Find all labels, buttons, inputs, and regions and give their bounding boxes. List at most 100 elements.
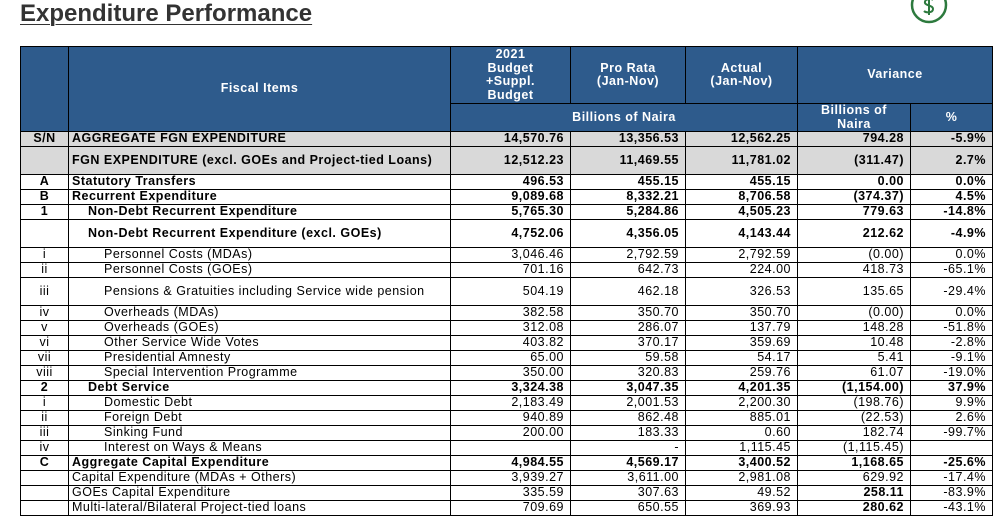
serial-cell: i: [20, 247, 69, 263]
value-cell: 3,611.00: [570, 470, 686, 486]
value-cell: 0.00: [797, 174, 911, 190]
table-row: 2 Debt Service 3,324.38 3,047.35 4,201.35 (1,…: [20, 380, 993, 396]
item-cell: Sinking Fund: [68, 425, 451, 441]
value-cell: -43.1%: [910, 500, 993, 516]
value-cell: 320.83: [570, 365, 686, 381]
value-cell: -2.8%: [910, 335, 993, 351]
value-cell: 3,046.46: [450, 247, 571, 263]
value-cell: 4.5%: [910, 189, 993, 205]
item-cell: Foreign Debt: [68, 410, 451, 426]
table-row: A Statutory Transfers 496.53 455.15 455.15 0.…: [20, 174, 993, 190]
header-cell: 2021 Budget +Suppl. Budget: [450, 46, 571, 104]
serial-cell: iii: [20, 425, 69, 441]
value-cell: 2,183.49: [450, 395, 571, 411]
serial-cell: v: [20, 320, 69, 336]
value-cell: 794.28: [797, 131, 911, 147]
value-cell: 4,143.44: [685, 219, 798, 248]
item-cell: Domestic Debt: [68, 395, 451, 411]
item-cell: Multi-lateral/Bilateral Project-tied loa…: [68, 500, 451, 516]
table-row: iv Interest on Ways & Means -1,115.45 (1,11…: [20, 440, 993, 456]
value-cell: -: [570, 440, 686, 456]
item-cell: GOEs Capital Expenditure: [68, 485, 451, 501]
value-cell: -99.7%: [910, 425, 993, 441]
currency-icon: [910, 0, 948, 24]
serial-cell: iii: [20, 277, 69, 306]
value-cell: (0.00): [797, 247, 911, 263]
value-cell: 418.73: [797, 262, 911, 278]
item-cell: Debt Service: [68, 380, 451, 396]
value-cell: -5.9%: [910, 131, 993, 147]
value-cell: 779.63: [797, 204, 911, 220]
value-cell: 2,200.30: [685, 395, 798, 411]
value-cell: -65.1%: [910, 262, 993, 278]
value-cell: 4,752.06: [450, 219, 571, 248]
value-cell: 259.76: [685, 365, 798, 381]
header-cell: Actual (Jan-Nov): [685, 46, 798, 104]
value-cell: (311.47): [797, 146, 911, 175]
table-row: S/N AGGREGATE FGN EXPENDITURE 14,570.76 13,…: [20, 131, 993, 147]
value-cell: 13,356.53: [570, 131, 686, 147]
value-cell: 4,569.17: [570, 455, 686, 471]
value-cell: 11,469.55: [570, 146, 686, 175]
value-cell: -9.1%: [910, 350, 993, 366]
value-cell: 0.0%: [910, 305, 993, 321]
table-row: FGN EXPENDITURE (excl. GOEs and Project-…: [20, 146, 993, 175]
value-cell: -25.6%: [910, 455, 993, 471]
serial-cell: iv: [20, 305, 69, 321]
value-cell: (0.00): [797, 305, 911, 321]
serial-cell: 1: [20, 204, 69, 220]
value-cell: (22.53): [797, 410, 911, 426]
value-cell: 3,939.27: [450, 470, 571, 486]
value-cell: 350.00: [450, 365, 571, 381]
serial-cell: iv: [20, 440, 69, 456]
table-row: i Domestic Debt 2,183.49 2,001.53 2,200.30 (1…: [20, 395, 993, 411]
value-cell: 2,981.08: [685, 470, 798, 486]
serial-cell: [20, 470, 69, 486]
value-cell: -29.4%: [910, 277, 993, 306]
item-cell: Statutory Transfers: [68, 174, 451, 190]
value-cell: 307.63: [570, 485, 686, 501]
value-cell: 10.48: [797, 335, 911, 351]
value-cell: -4.9%: [910, 219, 993, 248]
value-cell: 312.08: [450, 320, 571, 336]
value-cell: 5,765.30: [450, 204, 571, 220]
value-cell: 642.73: [570, 262, 686, 278]
value-cell: 462.18: [570, 277, 686, 306]
table-row: Non-Debt Recurrent Expenditure (excl. GO…: [20, 219, 993, 248]
serial-cell: [20, 500, 69, 516]
table-row: C Aggregate Capital Expenditure 4,984.55 4,…: [20, 455, 993, 471]
table-row: 1 Non-Debt Recurrent Expenditure 5,765.30 5…: [20, 204, 993, 220]
value-cell: 286.07: [570, 320, 686, 336]
table-row: vi Other Service Wide Votes 403.82 370.17 35…: [20, 335, 993, 351]
table-row: iii Sinking Fund 200.00 183.33 0.60 182.74 -99…: [20, 425, 993, 441]
value-cell: 350.70: [570, 305, 686, 321]
value-cell: 9,089.68: [450, 189, 571, 205]
value-cell: 200.00: [450, 425, 571, 441]
item-cell: Recurrent Expenditure: [68, 189, 451, 205]
value-cell: [910, 440, 993, 456]
value-cell: 65.00: [450, 350, 571, 366]
value-cell: 0.60: [685, 425, 798, 441]
value-cell: 862.48: [570, 410, 686, 426]
value-cell: 4,356.05: [570, 219, 686, 248]
value-cell: -51.8%: [910, 320, 993, 336]
value-cell: 61.07: [797, 365, 911, 381]
value-cell: 8,706.58: [685, 189, 798, 205]
value-cell: 0.0%: [910, 174, 993, 190]
header-cell: Pro Rata (Jan-Nov): [570, 46, 686, 104]
header-cell: Billions of Naira: [450, 103, 798, 132]
header-cell: Variance: [797, 46, 993, 104]
value-cell: 212.62: [797, 219, 911, 248]
value-cell: -19.0%: [910, 365, 993, 381]
value-cell: [450, 440, 571, 456]
value-cell: 137.79: [685, 320, 798, 336]
item-cell: Overheads (GOEs): [68, 320, 451, 336]
value-cell: 11,781.02: [685, 146, 798, 175]
item-cell: Non-Debt Recurrent Expenditure (excl. GO…: [68, 219, 451, 248]
serial-cell: ii: [20, 262, 69, 278]
item-cell: Interest on Ways & Means: [68, 440, 451, 456]
value-cell: 3,400.52: [685, 455, 798, 471]
value-cell: 629.92: [797, 470, 911, 486]
value-cell: 2,792.59: [685, 247, 798, 263]
serial-cell: [20, 485, 69, 501]
